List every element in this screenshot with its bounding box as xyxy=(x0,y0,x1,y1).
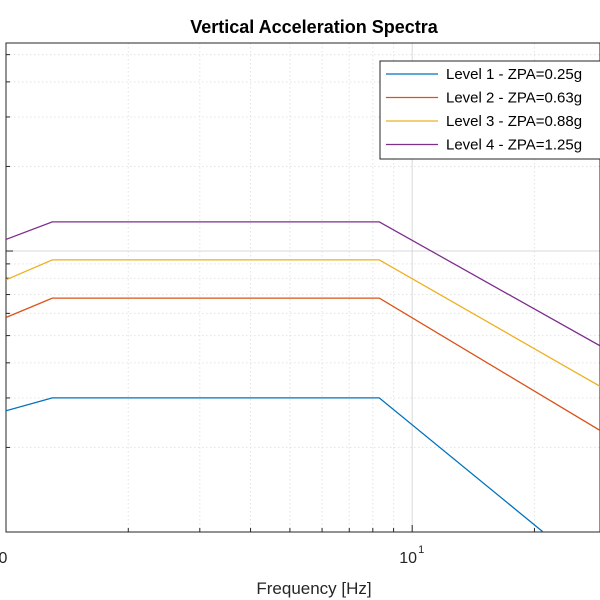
x-axis-label: Frequency [Hz] xyxy=(256,579,371,598)
legend-label: Level 3 - ZPA=0.88g xyxy=(446,113,582,130)
legend-item-level-4: Level 4 - ZPA=1.25g xyxy=(386,137,582,154)
legend-item-level-2: Level 2 - ZPA=0.63g xyxy=(386,90,582,107)
x-tick-label-base: 10 xyxy=(399,550,417,567)
plot-frame xyxy=(5,42,600,533)
x-tick-label-0: 0 xyxy=(0,550,8,567)
x-tick-label-exponent: 1 xyxy=(418,544,424,556)
legend-label: Level 4 - ZPA=1.25g xyxy=(446,137,582,154)
legend-item-level-3: Level 3 - ZPA=0.88g xyxy=(386,113,582,130)
series-line-level-3 xyxy=(6,259,600,387)
series-line-level-1 xyxy=(6,397,545,532)
chart-title: Vertical Acceleration Spectra xyxy=(190,17,438,37)
legend-label: Level 1 - ZPA=0.25g xyxy=(446,66,582,83)
legend-item-level-1: Level 1 - ZPA=0.25g xyxy=(386,66,582,83)
legend: Level 1 - ZPA=0.25g Level 2 - ZPA=0.63g Le… xyxy=(379,60,600,160)
grid xyxy=(6,43,600,532)
series-group xyxy=(6,221,600,532)
series-line-level-4 xyxy=(6,221,600,347)
legend-label: Level 2 - ZPA=0.63g xyxy=(446,90,582,107)
x-tick-labels: 0 10 1 xyxy=(0,544,424,567)
legend-box xyxy=(379,60,600,160)
series-line-level-2 xyxy=(6,297,600,431)
x-tick-label-1: 10 1 xyxy=(399,544,424,567)
